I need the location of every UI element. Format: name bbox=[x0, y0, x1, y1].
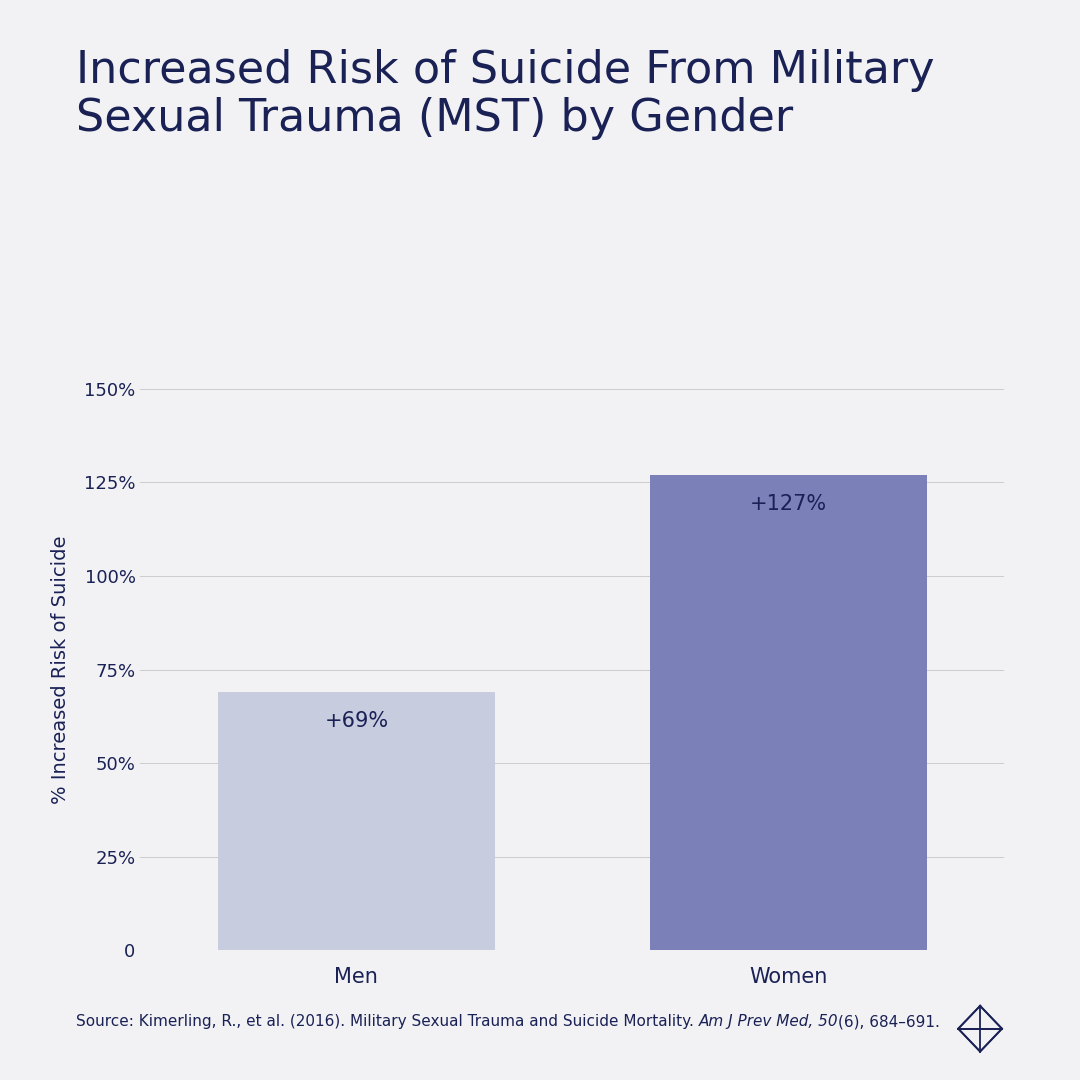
Text: Increased Risk of Suicide From Military: Increased Risk of Suicide From Military bbox=[76, 49, 934, 92]
Bar bbox=[218, 692, 495, 950]
Text: Am J Prev Med, 50: Am J Prev Med, 50 bbox=[699, 1014, 838, 1029]
Y-axis label: % Increased Risk of Suicide: % Increased Risk of Suicide bbox=[51, 536, 70, 804]
Text: Sexual Trauma (MST) by Gender: Sexual Trauma (MST) by Gender bbox=[76, 97, 793, 140]
Text: +69%: +69% bbox=[324, 711, 389, 731]
Text: Source: Kimerling, R., et al. (2016). Military Sexual Trauma and Suicide Mortali: Source: Kimerling, R., et al. (2016). Mi… bbox=[76, 1014, 699, 1029]
Text: +127%: +127% bbox=[750, 494, 827, 514]
Bar bbox=[650, 475, 927, 950]
Text: (6), 684–691.: (6), 684–691. bbox=[838, 1014, 940, 1029]
